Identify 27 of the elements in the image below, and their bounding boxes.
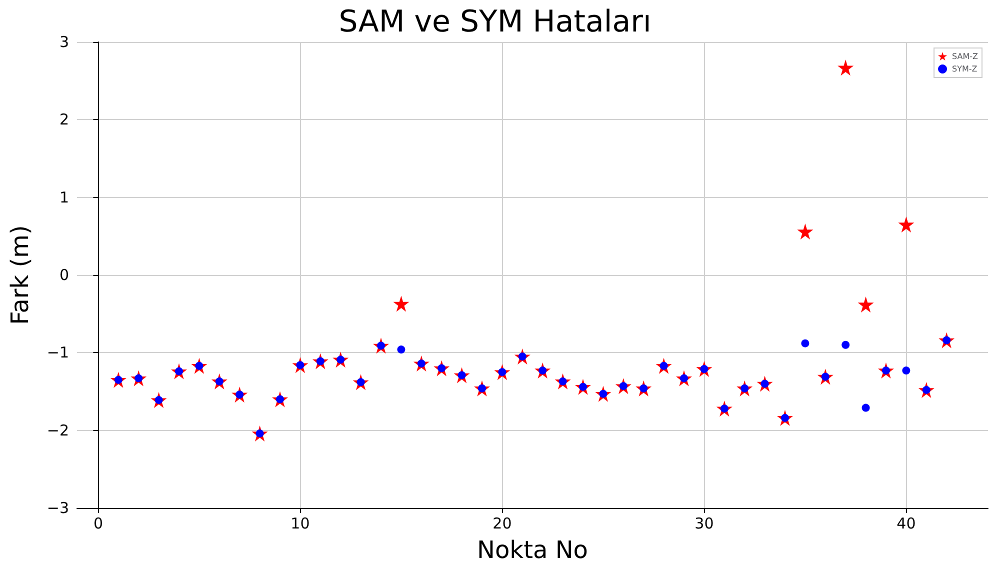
y-tick-label: 1 (59, 188, 69, 206)
x-tick-label: 30 (694, 514, 714, 532)
point (801, 339, 810, 348)
x-tick-label: 20 (492, 514, 512, 532)
x-tick-label: 40 (896, 514, 916, 532)
x-axis-title: Nokta No (477, 536, 588, 564)
y-tick-label: 2 (59, 110, 69, 129)
x-tick-label: 0 (93, 514, 103, 532)
y-tick-label: −1 (46, 344, 69, 362)
point (797, 224, 814, 240)
y-tick-label: 0 (59, 266, 69, 284)
point (902, 366, 910, 375)
chart-title: SAM ve SYM Hataları (338, 4, 652, 40)
point (862, 404, 870, 412)
y-axis-title: Fark (m) (6, 225, 34, 325)
y-tick-label: −2 (46, 421, 69, 440)
point (858, 296, 874, 313)
x-tick-label: 10 (290, 514, 310, 532)
y-tick-label: 3 (59, 33, 69, 51)
point (898, 216, 914, 233)
y-tick-label: −3 (46, 499, 69, 517)
point (842, 340, 850, 349)
legend-label: SAM-Z (952, 52, 979, 61)
point (397, 346, 406, 354)
legend-label: SYM-Z (952, 64, 978, 74)
point (393, 296, 410, 312)
point (838, 60, 854, 76)
